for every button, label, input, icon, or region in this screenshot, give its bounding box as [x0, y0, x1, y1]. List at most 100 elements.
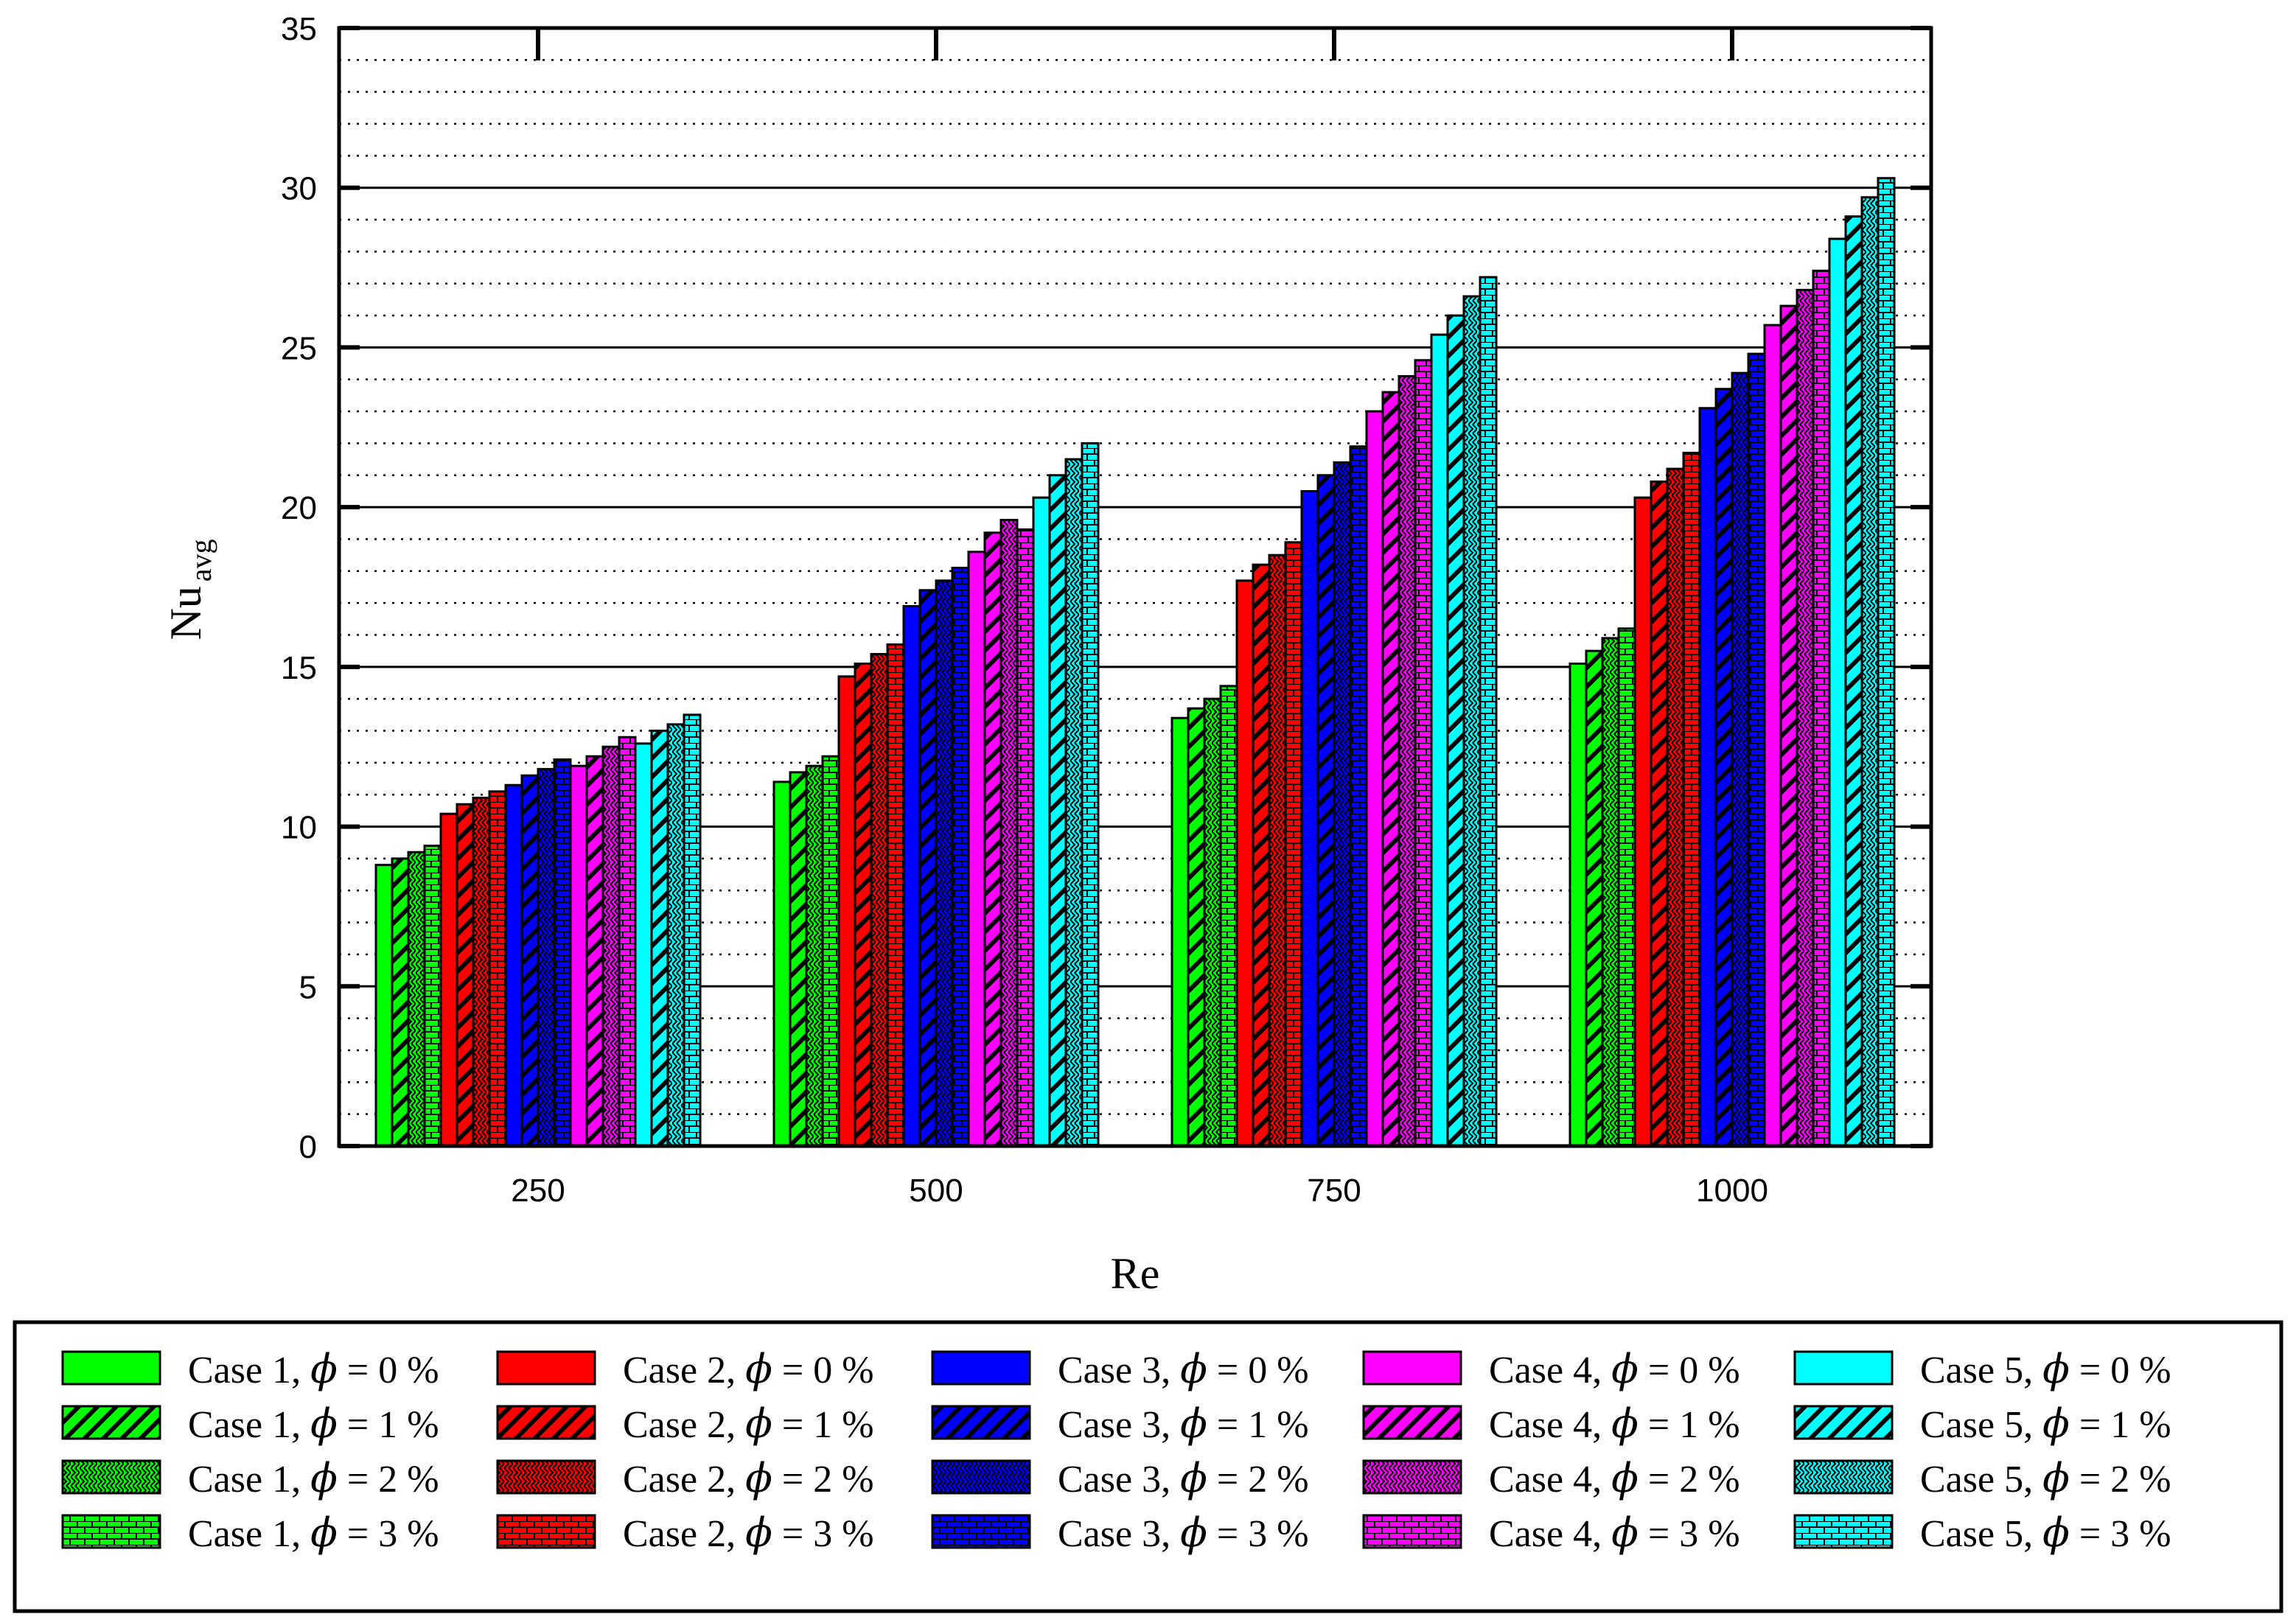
bar [1333, 461, 1352, 1148]
bar [634, 742, 653, 1148]
bar [1698, 407, 1717, 1148]
legend-swatch [1362, 1514, 1462, 1549]
legend-item: Case 4, ϕ = 1 % [1362, 1400, 1740, 1447]
legend-label: Case 3, ϕ = 2 % [1058, 1455, 1309, 1501]
x-tick-label: 250 [511, 1173, 565, 1209]
bar [1731, 371, 1750, 1148]
bar [886, 643, 905, 1148]
bar [1828, 237, 1847, 1148]
bar [1569, 663, 1588, 1148]
bar [1860, 196, 1880, 1148]
bar [683, 713, 702, 1148]
legend-swatch [496, 1350, 596, 1386]
legend-swatch [1793, 1405, 1894, 1440]
legend-item: Case 1, ϕ = 2 % [61, 1455, 439, 1501]
legend-item: Case 5, ϕ = 2 % [1793, 1455, 2171, 1501]
legend-label: Case 2, ϕ = 0 % [623, 1346, 874, 1392]
legend-label: Case 1, ϕ = 3 % [188, 1509, 439, 1556]
legend-item: Case 5, ϕ = 0 % [1793, 1346, 2171, 1392]
legend-item: Case 5, ϕ = 3 % [1793, 1509, 2171, 1556]
legend-label: Case 2, ϕ = 3 % [623, 1509, 874, 1556]
bar [854, 663, 873, 1148]
legend-label: Case 5, ϕ = 2 % [1920, 1455, 2171, 1501]
legend-label: Case 3, ϕ = 3 % [1058, 1509, 1309, 1556]
bar [601, 745, 621, 1148]
y-tick-label: 30 [281, 171, 317, 207]
legend-label: Case 3, ϕ = 1 % [1058, 1400, 1309, 1447]
bar [537, 768, 556, 1148]
legend-label: Case 2, ϕ = 1 % [623, 1400, 874, 1447]
legend-label: Case 4, ϕ = 1 % [1489, 1400, 1740, 1447]
y-tick-label: 10 [281, 810, 317, 846]
y-axis-title-main: Nu [161, 586, 210, 640]
legend-swatch [61, 1514, 161, 1549]
bar [1747, 352, 1766, 1148]
y-tick-label: 15 [281, 650, 317, 686]
legend-label: Case 3, ϕ = 0 % [1058, 1346, 1309, 1392]
bar [902, 605, 921, 1148]
y-tick-label: 35 [281, 11, 317, 47]
legend-swatch [931, 1514, 1031, 1549]
legend-label: Case 4, ϕ = 3 % [1489, 1509, 1740, 1556]
legend-swatch [496, 1459, 596, 1495]
legend-swatch [61, 1459, 161, 1495]
legend-item: Case 3, ϕ = 0 % [931, 1346, 1309, 1392]
bar [805, 764, 824, 1148]
legend-item: Case 4, ϕ = 0 % [1362, 1346, 1740, 1392]
legend-item: Case 2, ϕ = 0 % [496, 1346, 874, 1392]
bar [391, 857, 410, 1148]
bar [1633, 496, 1653, 1148]
bar [1300, 489, 1319, 1148]
bar [585, 755, 604, 1148]
legend-swatch [1793, 1350, 1894, 1386]
y-tick-label: 5 [299, 969, 317, 1005]
y-axis-title: Nu avg [161, 539, 217, 640]
bar [618, 736, 637, 1148]
legend-swatch [1362, 1459, 1462, 1495]
svg-text:Nuavg: Nu avg [161, 539, 217, 640]
bar [1365, 410, 1384, 1148]
bar [1763, 324, 1782, 1148]
legend-label: Case 5, ϕ = 3 % [1920, 1509, 2171, 1556]
bar [1032, 496, 1051, 1148]
legend-swatch [61, 1405, 161, 1440]
bar [1585, 649, 1604, 1148]
legend-item: Case 3, ϕ = 2 % [931, 1455, 1309, 1501]
bar [1203, 697, 1222, 1148]
axis-ticks [339, 26, 1931, 1148]
bar [1714, 388, 1734, 1148]
axis-tick-labels: 0 5 10 15 20 25 30 35 250 500 750 1000 [281, 11, 1768, 1209]
bar [439, 812, 458, 1148]
bar [1381, 391, 1400, 1148]
legend-item: Case 4, ϕ = 2 % [1362, 1455, 1740, 1501]
legend-label: Case 2, ϕ = 2 % [623, 1455, 874, 1501]
bar [553, 758, 572, 1148]
plot-frame [337, 26, 1933, 1148]
bar [1877, 177, 1896, 1148]
x-tick-label: 1000 [1696, 1173, 1768, 1209]
x-tick-label: 750 [1307, 1173, 1361, 1209]
legend-label: Case 1, ϕ = 0 % [188, 1346, 439, 1392]
bar [650, 730, 669, 1148]
bar [1650, 480, 1669, 1148]
bar [821, 755, 840, 1148]
legend-item: Case 2, ϕ = 2 % [496, 1455, 874, 1501]
bar [918, 589, 938, 1148]
x-axis-title: Re [1111, 1249, 1160, 1298]
bar [374, 864, 394, 1148]
legend-label: Case 4, ϕ = 0 % [1489, 1346, 1740, 1392]
bar [504, 783, 523, 1148]
bar [1414, 359, 1433, 1148]
bar [1479, 276, 1498, 1148]
legend-label: Case 5, ϕ = 1 % [1920, 1400, 2171, 1447]
bar [520, 774, 540, 1148]
bar [837, 675, 856, 1148]
bar [569, 764, 588, 1148]
legend-item: Case 4, ϕ = 3 % [1362, 1509, 1740, 1556]
bar [472, 797, 491, 1148]
legend-label: Case 4, ϕ = 2 % [1489, 1455, 1740, 1501]
bar [1268, 553, 1287, 1148]
bar [1446, 314, 1465, 1148]
bar [870, 653, 889, 1148]
legend-label: Case 1, ϕ = 1 % [188, 1400, 439, 1447]
